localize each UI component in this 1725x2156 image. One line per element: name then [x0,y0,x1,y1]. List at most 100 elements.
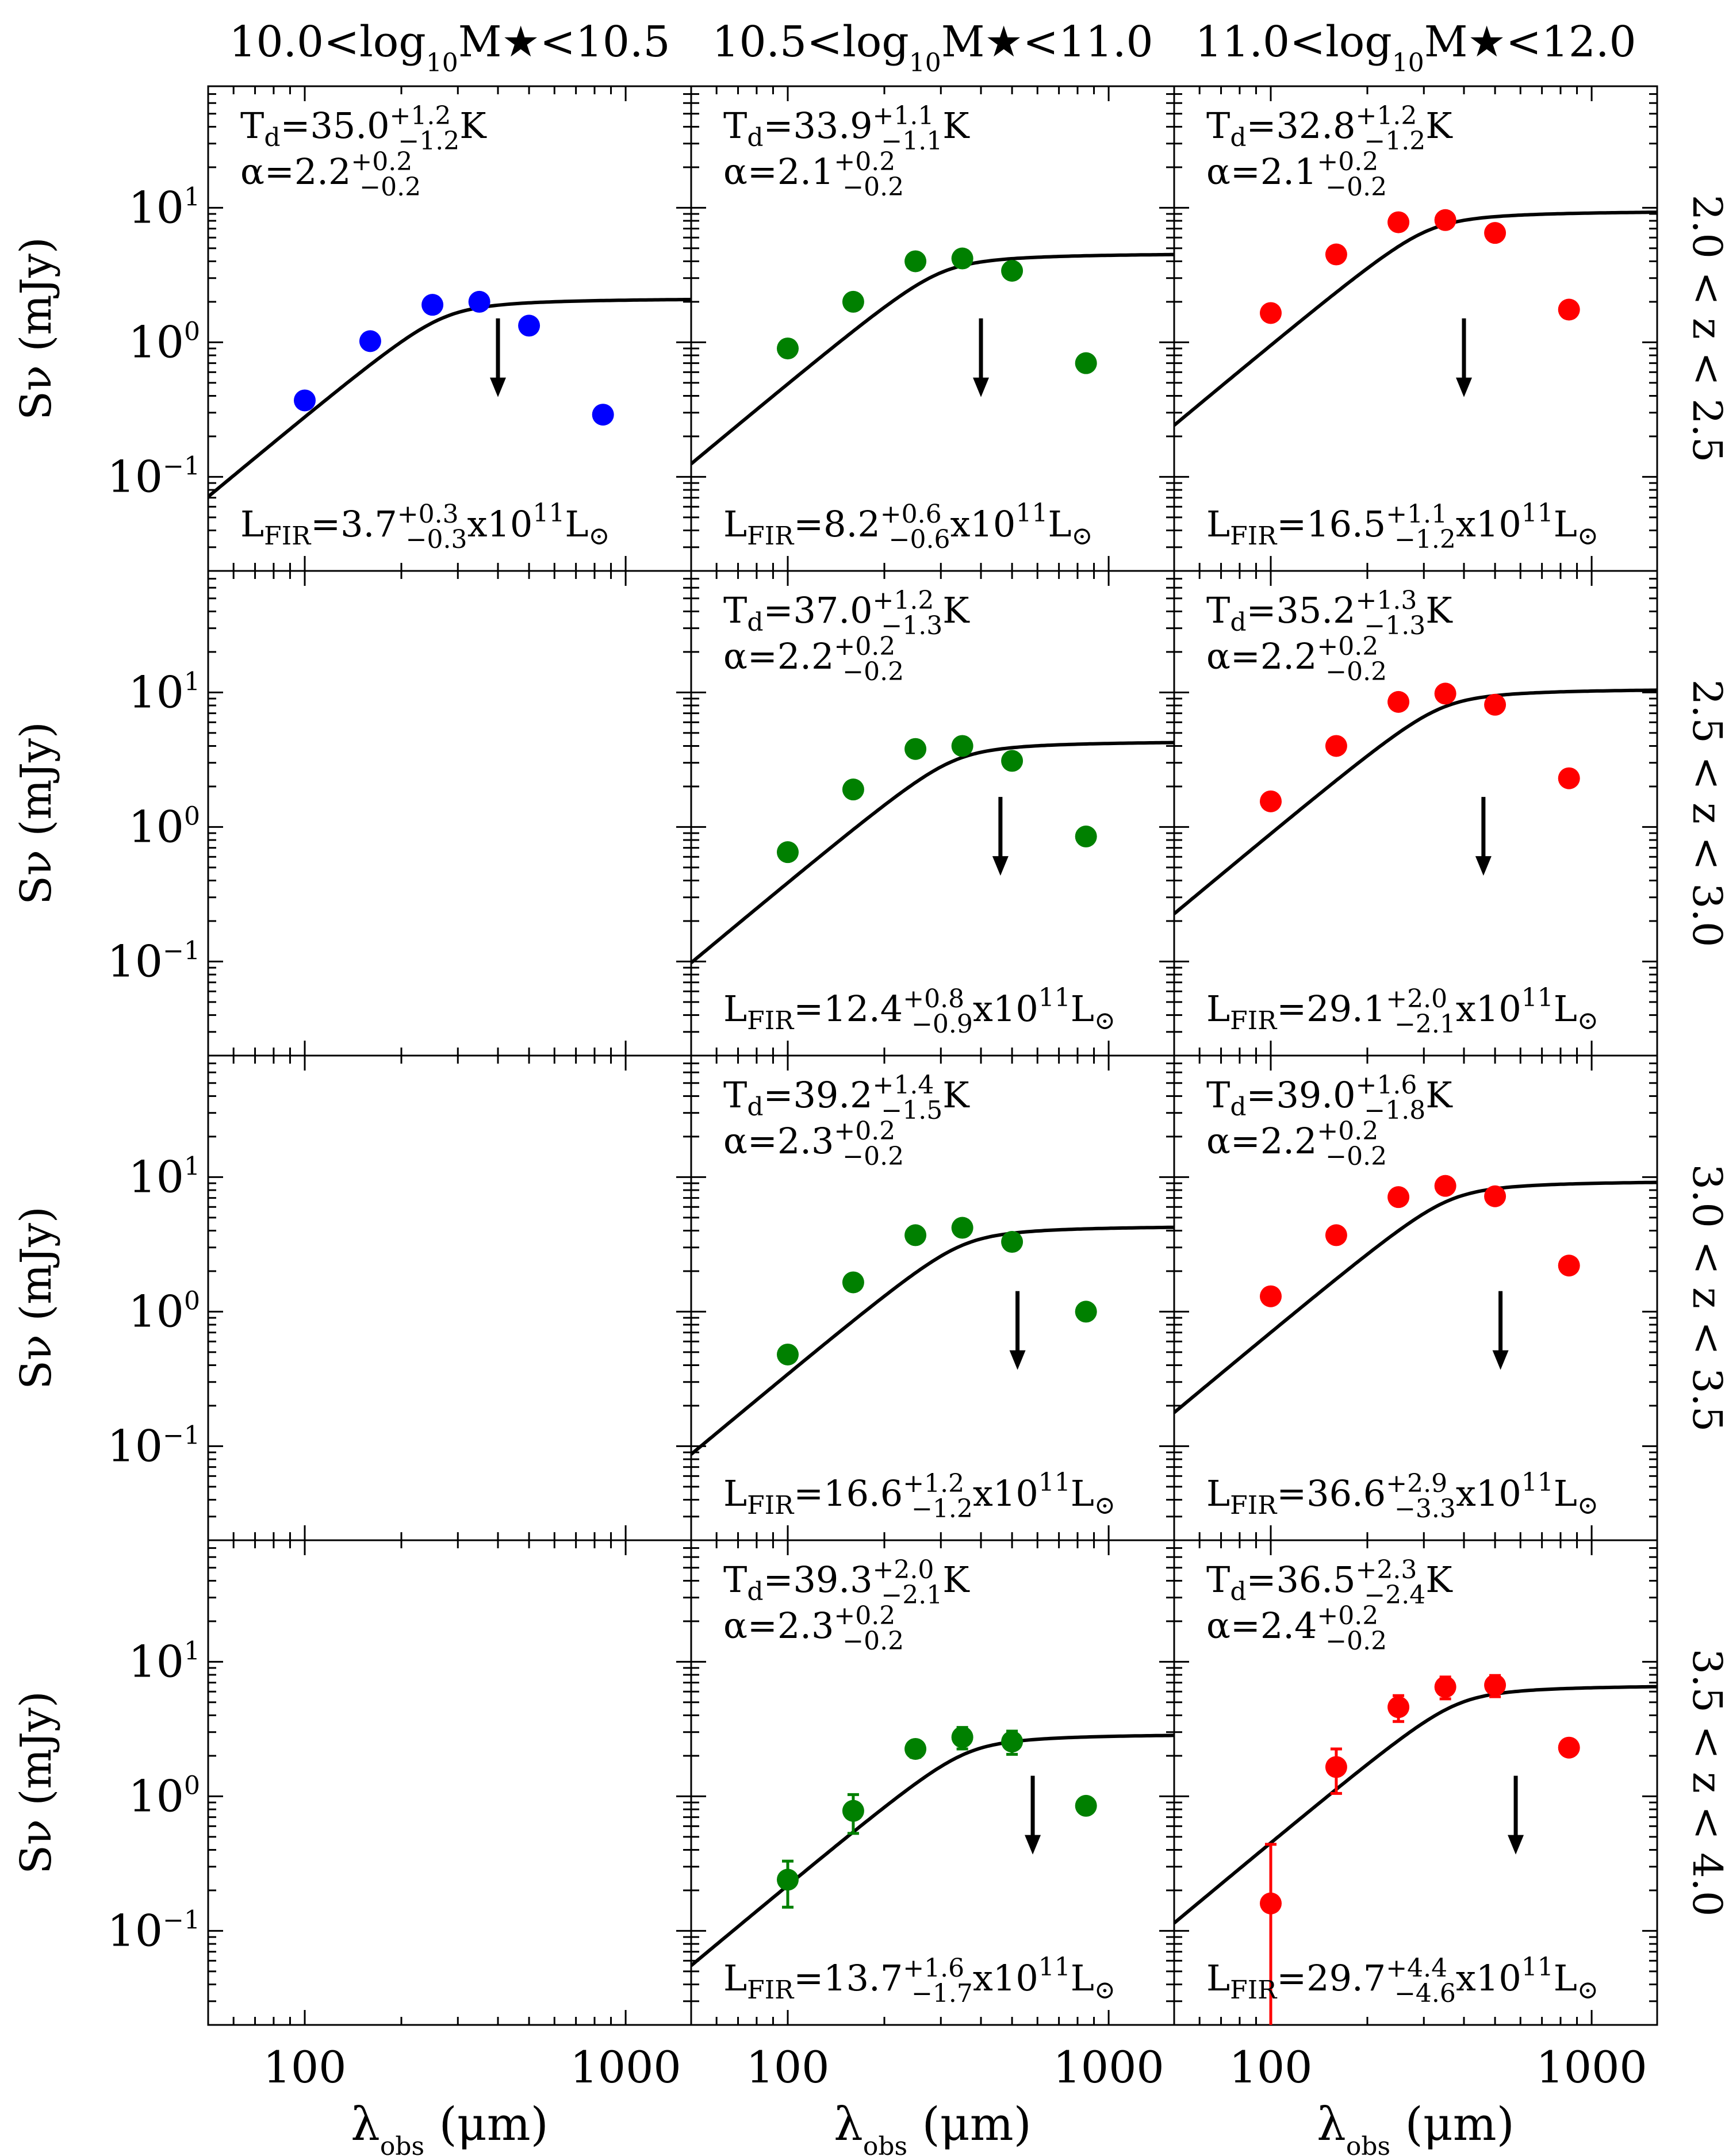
alpha-label: α=2.1+0.2 −0.2 [723,147,904,202]
data-point [1434,1175,1456,1197]
data-point [951,247,973,270]
data-point [1558,767,1580,789]
upper-limit-arrowhead [1025,1835,1041,1855]
row-label: 3.5 < z < 4.0 [1684,1649,1725,1917]
y-tick-label: 100 [128,801,200,852]
panel-r0-c0: 101 100 10−1 Td=35.0+1.2 −1.2Kα=2.2+0.2 −0.2 L… [107,85,692,572]
data-point [1001,1731,1023,1753]
x-axis-label: λobs (μm) [351,2097,549,2156]
data-point [1075,1300,1097,1323]
row-label: 2.0 < z < 2.5 [1684,195,1725,463]
lfir-label: LFIR=3.7+0.3 −0.3x1011L⊙ [240,498,610,554]
data-point [1260,790,1282,812]
upper-limit-arrowhead [992,856,1009,876]
alpha-label: α=2.3+0.2 −0.2 [723,1117,904,1171]
alpha-label: α=2.2+0.2 −0.2 [723,632,904,686]
data-point [777,1343,799,1365]
row-label: 3.0 < z < 3.5 [1684,1164,1725,1432]
panel-frame [1173,1539,1658,2026]
dust-temperature-label: Td=37.0+1.2 −1.3K [723,586,970,640]
data-point [904,1224,927,1246]
panel-r2-c0: 101 100 10−1 [107,1054,692,1541]
panel-r0-c1: Td=33.9+1.1 −1.1Kα=2.1+0.2 −0.2 LFIR=8.2+0.… [690,85,1175,572]
lfir-label: LFIR=16.6+1.2 −1.2x1011L⊙ [723,1468,1116,1524]
model-curve [691,252,1174,466]
data-point [518,314,540,337]
panel-frame [207,1539,692,2026]
panel-r1-c2: Td=35.2+1.3 −1.3Kα=2.2+0.2 −0.2 LFIR=29.1+2… [1173,570,1658,1057]
dust-temperature-label: Td=39.2+1.4 −1.5K [723,1071,970,1125]
x-tick-label: 1000 [1053,2042,1164,2093]
data-point [1075,352,1097,374]
model-curve [208,298,691,498]
lfir-label: LFIR=8.2+0.6 −0.6x1011L⊙ [723,498,1092,554]
data-point [1387,1186,1410,1209]
lfir-label: LFIR=16.5+1.1 −1.2x1011L⊙ [1206,498,1598,554]
model-curve [691,741,1174,964]
data-point [359,330,381,352]
alpha-label: α=2.1+0.2 −0.2 [1206,147,1387,202]
model-curve [1174,1685,1657,1925]
data-point [842,290,864,313]
data-point [904,1737,927,1760]
upper-limit-arrowhead [1508,1835,1524,1855]
column-title: 10.5<log10M★<11.0 [712,17,1153,78]
y-axis-label: Sν (mJy) [12,722,61,905]
upper-limit-arrowhead [490,377,506,397]
row-label: 2.5 < z < 3.0 [1684,680,1725,947]
data-point [951,735,973,757]
dust-temperature-label: Td=32.8+1.2 −1.2K [1206,101,1453,156]
lfir-label: LFIR=36.6+2.9 −3.3x1011L⊙ [1206,1468,1598,1524]
y-axis-label: Sν (mJy) [12,1206,61,1390]
data-point [1484,1674,1506,1697]
data-point [1558,1736,1580,1759]
data-point [1387,690,1410,713]
dust-temperature-label: Td=35.0+1.2 −1.2K [240,101,487,156]
data-point [1260,1285,1282,1307]
y-tick-label: 10−1 [107,451,200,502]
alpha-label: α=2.3+0.2 −0.2 [723,1601,904,1656]
upper-limit-arrowhead [1492,1350,1509,1370]
y-axis-label: Sν (mJy) [12,1691,61,1874]
data-point [1325,735,1347,757]
x-tick-label: 1000 [1536,2042,1647,2093]
model-curve [691,1225,1174,1456]
data-point [1001,1231,1023,1253]
panel-frame [207,1054,692,1541]
data-point [468,290,490,313]
data-point [1387,211,1410,233]
column-title: 11.0<log10M★<12.0 [1195,17,1636,78]
y-tick-label: 10−1 [107,1905,200,1956]
y-tick-label: 101 [128,182,200,233]
data-point [1260,302,1282,324]
dust-temperature-label: Td=39.0+1.6 −1.8K [1206,1071,1453,1125]
upper-limit-arrowhead [1475,856,1492,876]
y-tick-label: 101 [128,1151,200,1202]
lfir-label: LFIR=12.4+0.8 −0.9x1011L⊙ [723,983,1116,1039]
data-point [777,337,799,360]
lfir-label: LFIR=29.1+2.0 −2.1x1011L⊙ [1206,983,1598,1039]
data-point [842,1800,864,1822]
panel-r1-c0: 101 100 10−1 [107,570,692,1057]
x-tick-label: 100 [1229,2042,1312,2093]
alpha-label: α=2.2+0.2 −0.2 [1206,632,1387,686]
data-point [294,389,316,412]
data-point [777,841,799,864]
data-point [1484,222,1506,244]
x-axis-label: λobs (μm) [1317,2097,1515,2156]
data-point [1434,1676,1456,1698]
column-title: 10.0<log10M★<10.5 [229,17,670,78]
data-point [951,1726,973,1748]
model-curve [1174,688,1657,915]
x-tick-label: 1000 [570,2042,681,2093]
panel-r3-c1: 100 1000 Td=39.3+2.0 −2.1Kα=2.3+0.2 −0.2 LFIR… [690,1539,1175,2093]
data-point [842,778,864,801]
panel-r3-c2: 100 1000 Td=36.5+2.3 −2.4Kα=2.4+0.2 −0.2 LFIR… [1173,1539,1658,2093]
panel-r3-c0: 101 100 10−1 100 1000 [107,1539,692,2093]
data-point [1325,1224,1347,1246]
alpha-label: α=2.2+0.2 −0.2 [1206,1117,1387,1171]
data-point [1484,1185,1506,1207]
upper-limit-arrowhead [973,377,989,397]
panel-r2-c1: Td=39.2+1.4 −1.5Kα=2.3+0.2 −0.2 LFIR=16.6+1… [690,1054,1175,1541]
x-tick-label: 100 [263,2042,346,2093]
